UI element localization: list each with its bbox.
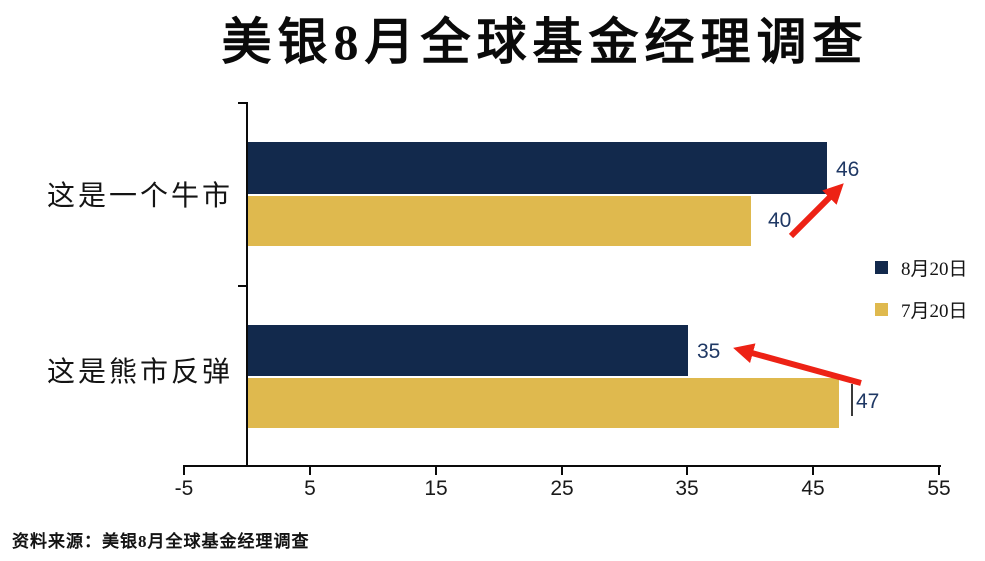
legend-label-jul: 7月20日 [901,301,968,322]
x-tick-label: 55 [927,477,951,500]
value-label-jul-bear-rally: 47 [856,390,880,413]
value-label-leader-line [851,384,853,416]
legend-label-aug: 8月20日 [901,259,968,280]
bar-jul-bull [248,196,752,246]
category-label-bear-rally: 这是熊市反弹 [46,357,233,388]
bar-jul-bear-rally [248,378,840,428]
x-tick-label: 35 [675,477,699,500]
x-tick-label: 15 [424,477,448,500]
legend-swatch-jul [875,303,888,316]
x-tick-label: 5 [304,477,316,500]
x-tick [686,465,688,475]
bar-aug-bull [248,142,827,194]
legend-item-jul: 7月20日 [875,296,968,323]
legend-item-aug: 8月20日 [875,254,968,281]
arrow-up-icon [788,183,844,239]
x-tick [561,465,563,475]
legend-swatch-aug [875,261,888,274]
y-axis-line [246,102,248,467]
x-tick [435,465,437,475]
value-label-jul-bull: 40 [768,209,792,232]
category-label-bull: 这是一个牛市 [46,181,233,212]
x-tick [812,465,814,475]
x-tick-label: 45 [801,477,825,500]
x-tick [309,465,311,475]
source-note: 资料来源：美银8月全球基金经理调查 [12,532,310,551]
value-label-aug-bear-rally: 35 [697,340,721,363]
y-axis-tick [238,102,247,104]
bar-aug-bear-rally [248,325,689,376]
y-axis-tick [238,285,247,287]
x-tick-label: -5 [174,477,194,500]
x-tick [183,465,185,475]
value-label-aug-bull: 46 [836,158,860,181]
x-tick [938,465,940,475]
x-tick-label: 25 [550,477,574,500]
chart-title: 美银8月全球基金经理调查 [221,14,869,70]
